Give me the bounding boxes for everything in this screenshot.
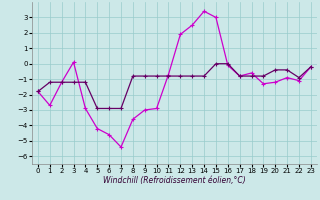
X-axis label: Windchill (Refroidissement éolien,°C): Windchill (Refroidissement éolien,°C) xyxy=(103,176,246,185)
